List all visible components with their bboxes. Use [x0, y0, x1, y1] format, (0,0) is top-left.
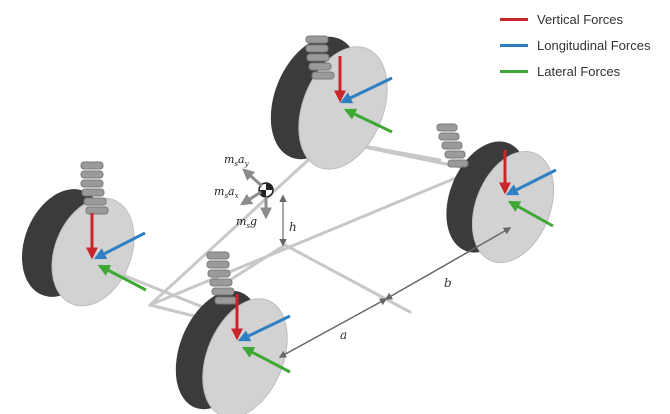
legend-swatch-vertical [500, 17, 528, 21]
dimension-b [384, 227, 512, 300]
forces-rear-right [334, 56, 393, 134]
longitudinal-force-arrow [93, 231, 146, 260]
lateral-force-arrow [97, 264, 147, 292]
longitudinal-force-arrow [505, 168, 557, 196]
legend-swatch-lateral [500, 69, 528, 73]
lateral-force-arrow [343, 108, 393, 134]
dimension-h-label: h [289, 220, 297, 234]
dimension-a-label: a [340, 328, 347, 342]
longitudinal-force-arrow [339, 76, 393, 104]
spring-front-right [436, 123, 469, 168]
lateral-inertia-label: msay [224, 153, 250, 168]
gravity-label: msg [236, 215, 257, 230]
legend-item-longitudinal: Longitudinal Forces [500, 32, 668, 58]
legend-label-lateral: Lateral Forces [537, 63, 621, 79]
longitudinal-inertia-arrow [239, 190, 262, 206]
longitudinal-inertia-label: msax [214, 185, 239, 200]
legend-label-vertical: Vertical Forces [537, 11, 623, 27]
forces-front-right [499, 150, 557, 228]
dimension-b-label: b [444, 276, 452, 290]
forces-rear-left [86, 213, 147, 292]
spring-rear-left [80, 161, 109, 215]
legend-label-longitudinal: Longitudinal Forces [537, 37, 651, 53]
wheel-rear-right [270, 36, 388, 170]
legend-swatch-longitudinal [500, 43, 528, 47]
cg-force-arrows [239, 168, 272, 220]
lateral-force-arrow [507, 200, 554, 228]
spring-rear-right [305, 35, 335, 80]
lateral-force-arrow [241, 346, 291, 374]
legend-item-vertical: Vertical Forces [500, 6, 668, 32]
spring-front-left [206, 251, 238, 305]
legend-item-lateral: Lateral Forces [500, 58, 668, 84]
lateral-inertia-arrow [242, 168, 263, 188]
dimension-a [278, 298, 388, 358]
wheel-rear-left [21, 189, 135, 307]
legend: Vertical Forces Longitudinal Forces Late… [500, 6, 668, 84]
